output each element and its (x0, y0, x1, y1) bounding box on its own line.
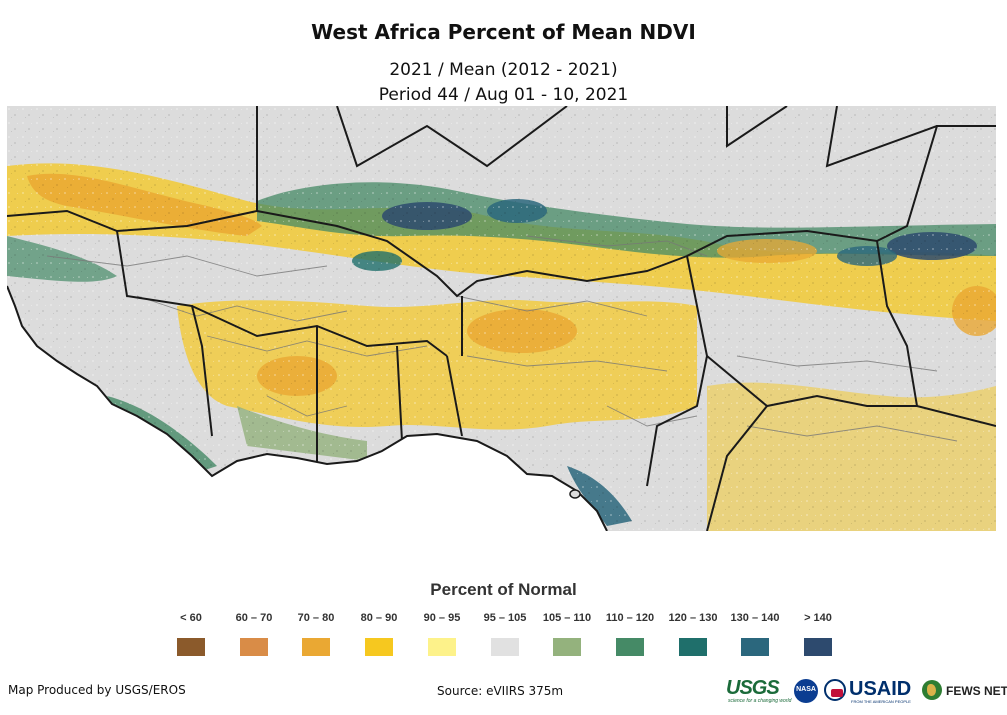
legend-label: 130 – 140 (730, 612, 780, 624)
nasa-logo: NASA (794, 676, 820, 706)
legend-item: 80 – 90 (348, 612, 410, 660)
legend-item: 130 – 140 (724, 612, 786, 660)
usgs-logo-text: USGS (726, 677, 780, 699)
legend-item: 60 – 70 (223, 612, 285, 660)
legend-swatch (804, 638, 832, 656)
ndvi-map (7, 106, 996, 531)
map-subtitle-years: 2021 / Mean (2012 - 2021) (389, 60, 618, 80)
legend-label: 120 – 130 (668, 612, 718, 624)
legend-item: 105 – 110 (536, 612, 598, 660)
map-title: West Africa Percent of Mean NDVI (311, 20, 696, 44)
legend-item: 90 – 95 (411, 612, 473, 660)
legend-label: 70 – 80 (297, 612, 335, 624)
usaid-logo-text: USAID (849, 678, 912, 700)
fews-net-logo-text: FEWS NET (946, 684, 1007, 698)
land-layer (7, 106, 996, 531)
legend-swatch (553, 638, 581, 656)
legend-label: 105 – 110 (542, 612, 592, 624)
fews-net-logo: FEWS NET (922, 676, 1007, 706)
usaid-seal-icon (824, 679, 846, 701)
bioko-island (569, 489, 581, 499)
legend-label: 90 – 95 (423, 612, 461, 624)
nasa-logo-text: NASA (796, 686, 816, 693)
coastline (7, 285, 608, 531)
map-subtitle-period: Period 44 / Aug 01 - 10, 2021 (378, 85, 629, 105)
legend: < 60 60 – 70 70 – 80 80 – 90 90 – 95 95 – 105… (160, 612, 850, 660)
map-credit: Map Produced by USGS/EROS (8, 683, 186, 697)
legend-swatch (302, 638, 330, 656)
national-borders (7, 106, 996, 531)
legend-label: 60 – 70 (235, 612, 273, 624)
usgs-tagline: science for a changing world (728, 698, 792, 704)
globe-icon (922, 680, 942, 700)
legend-label: > 140 (804, 612, 832, 624)
legend-swatch (741, 638, 769, 656)
legend-title: Percent of Normal (430, 580, 577, 599)
data-source: Source: eVIIRS 375m (437, 684, 564, 698)
legend-item: < 60 (160, 612, 222, 660)
legend-swatch (679, 638, 707, 656)
legend-swatch (365, 638, 393, 656)
partner-logos: USGS science for a changing world NASA U… (726, 676, 1007, 706)
legend-item: 120 – 130 (662, 612, 724, 660)
usaid-logo: USAID FROM THE AMERICAN PEOPLE (824, 676, 920, 706)
legend-swatch (177, 638, 205, 656)
legend-label: 80 – 90 (360, 612, 398, 624)
legend-label: < 60 (180, 612, 202, 624)
legend-item: > 140 (787, 612, 849, 660)
legend-swatch (240, 638, 268, 656)
legend-label: 95 – 105 (483, 612, 527, 624)
usaid-tagline: FROM THE AMERICAN PEOPLE (851, 699, 911, 704)
ndvi-map-svg (7, 106, 996, 531)
admin-boundaries (46, 235, 958, 442)
legend-label: 110 – 120 (605, 612, 655, 624)
legend-item: 95 – 105 (474, 612, 536, 660)
nasa-meatball-icon (794, 679, 818, 703)
legend-swatch (428, 638, 456, 656)
legend-item: 110 – 120 (599, 612, 661, 660)
legend-item: 70 – 80 (285, 612, 347, 660)
usgs-logo: USGS science for a changing world (726, 676, 792, 706)
legend-swatch (491, 638, 519, 656)
legend-swatch (616, 638, 644, 656)
